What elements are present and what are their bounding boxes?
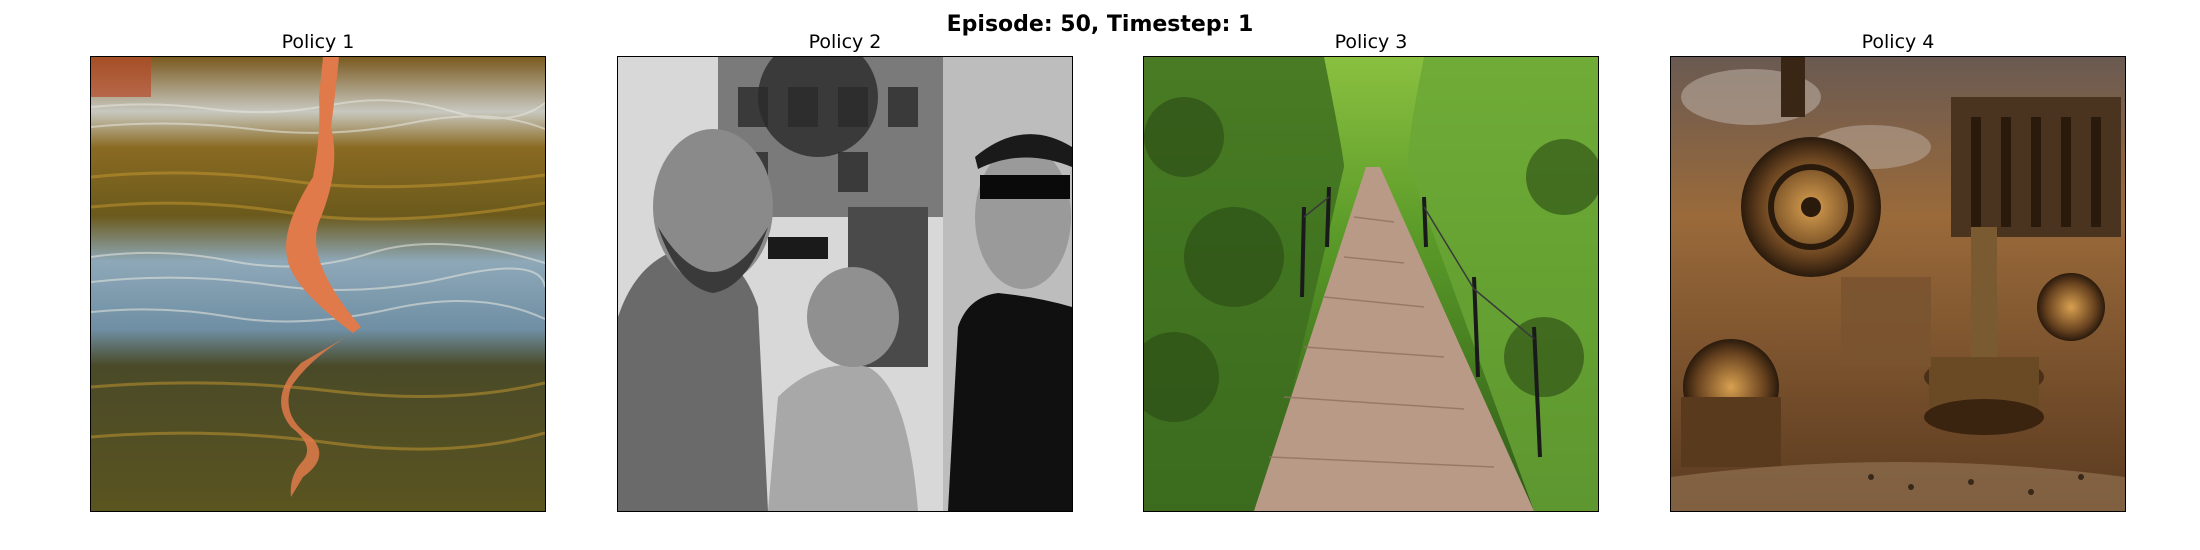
generated-image-water-reflection: [90, 56, 546, 512]
figure-title: Episode: 50, Timestep: 1: [946, 12, 1254, 37]
panel-title: Policy 1: [281, 31, 355, 53]
generated-image-bw-crowd: [617, 56, 1073, 512]
panel-title: Policy 3: [1334, 31, 1408, 53]
panel-policy-4: Policy 4: [1670, 30, 2126, 512]
panel-policy-3: Policy 3: [1143, 30, 1599, 512]
panel-policy-2: Policy 2: [617, 30, 1073, 512]
panel-title: Policy 4: [1861, 31, 1935, 53]
panel-policy-1: Policy 1: [90, 30, 546, 512]
generated-image-forest-path: [1143, 56, 1599, 512]
panel-title: Policy 2: [808, 31, 882, 53]
generated-image-steampunk-city: [1670, 56, 2126, 512]
